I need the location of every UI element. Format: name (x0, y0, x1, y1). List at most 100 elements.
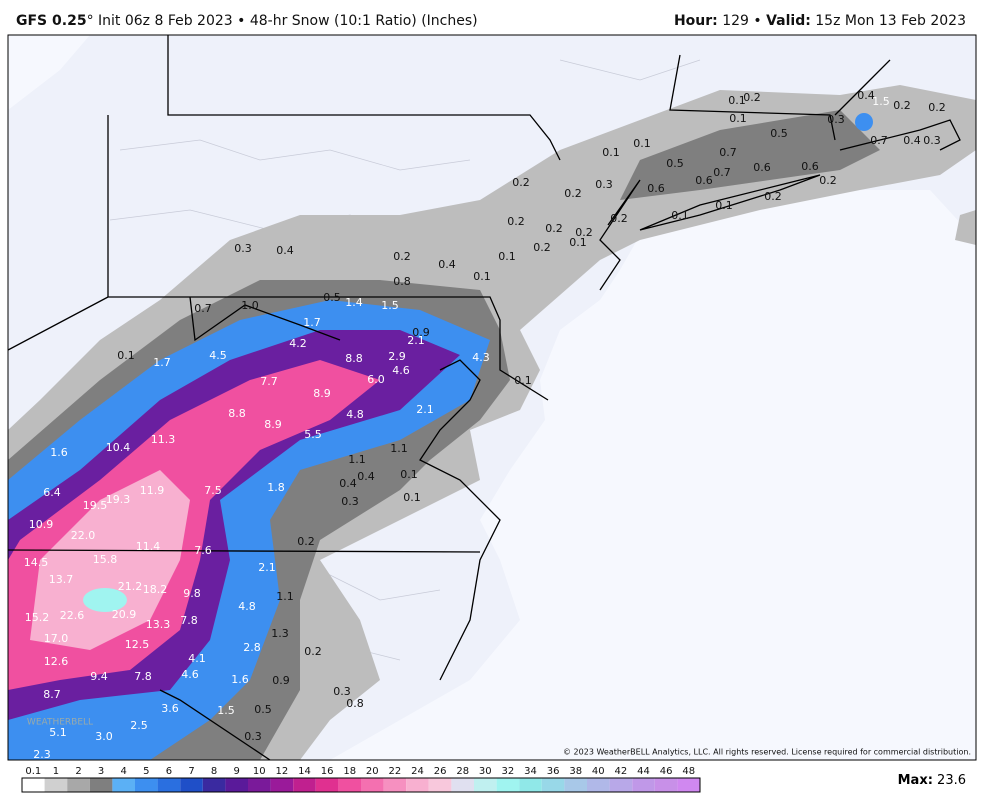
snow-label: 0.1 (498, 250, 516, 263)
snow-label: 8.7 (43, 688, 61, 701)
colorbar-swatch (541, 778, 565, 792)
snow-label: 1.8 (267, 481, 285, 494)
colorbar-label: 20 (366, 766, 379, 777)
snow-max (83, 588, 127, 612)
snow-label: 7.6 (194, 544, 212, 557)
colorbar-label: 40 (592, 766, 605, 777)
colorbar-swatch (677, 778, 700, 792)
snow-label: 3.0 (95, 730, 113, 743)
snow-label: 12.6 (44, 655, 69, 668)
snow-label: 2.1 (258, 561, 276, 574)
colorbar-swatch (293, 778, 316, 792)
snow-label: 2.3 (33, 748, 51, 761)
colorbar-swatch (315, 778, 339, 792)
lake (8, 35, 90, 110)
colorbar-label: 46 (660, 766, 673, 777)
snow-swath-light (955, 210, 976, 245)
colorbar-swatch (609, 778, 633, 792)
snow-label: 0.2 (893, 99, 911, 112)
colorbar-swatch (632, 778, 655, 792)
snow-label: 22.0 (71, 529, 96, 542)
snow-label: 4.8 (346, 408, 364, 421)
snow-label: 1.3 (271, 627, 289, 640)
colorbar-label: 42 (615, 766, 628, 777)
snow-label: 15.8 (93, 553, 118, 566)
snow-label: 17.0 (44, 632, 69, 645)
snow-label: 0.2 (533, 241, 551, 254)
colorbar: 0.1 1 2 3 4 5 6 7 8 9 10 12 14 16 18 20 22 24 26 28 30 32 34 36… (21, 766, 701, 793)
snow-label: 0.1 (715, 199, 733, 212)
snow-label: 0.5 (323, 291, 341, 304)
snow-label: 0.3 (234, 242, 252, 255)
snow-label: 0.1 (473, 270, 491, 283)
snow-label: 7.7 (260, 375, 278, 388)
snow-label: 1.7 (303, 316, 321, 329)
snow-label: 1.1 (348, 453, 366, 466)
coastline (639, 119, 961, 231)
colorbar-label: 34 (524, 766, 537, 777)
colorbar-swatch (270, 778, 294, 792)
snow-label: 0.3 (244, 730, 262, 743)
snow-label: 1.5 (872, 95, 890, 108)
snow-label: 0.5 (770, 127, 788, 140)
snow-label: 1.1 (276, 590, 294, 603)
colorbar-swatch (587, 778, 610, 792)
max: Max: 23.6 (898, 773, 966, 788)
snow-label: 19.5 (83, 499, 108, 512)
colorbar-swatch (180, 778, 203, 792)
snow-label: 0.1 (514, 374, 532, 387)
colorbar-label: 30 (479, 766, 492, 777)
valid-label: Valid: (766, 13, 811, 29)
snow-label: 4.6 (181, 668, 199, 681)
colorbar-label: 4 (121, 766, 127, 777)
snow-label: 8.8 (345, 352, 363, 365)
snow-label: 8.9 (313, 387, 331, 400)
colorbar-swatch (157, 778, 181, 792)
header-right: Hour: 129 • Valid: 15z Mon 13 Feb 2023 (674, 13, 966, 29)
snow-label: 0.7 (194, 302, 212, 315)
snow-label: 0.5 (666, 157, 684, 170)
snow-label: 2.1 (407, 334, 425, 347)
snow-label: 0.2 (610, 212, 628, 225)
colorbar-label: 14 (298, 766, 311, 777)
colorbar-label: 8 (211, 766, 217, 777)
snow-label: 0.8 (346, 697, 364, 710)
snow-label: 4.3 (472, 351, 490, 364)
snow-label: 1.1 (390, 442, 408, 455)
snow-label: 4.5 (209, 349, 227, 362)
snow-label: 11.3 (151, 433, 176, 446)
snow-label: 5.5 (304, 428, 322, 441)
snow-label: 0.4 (857, 89, 875, 102)
colorbar-swatch (225, 778, 248, 792)
snow-label: 10.9 (29, 518, 54, 531)
snow-label: 0.2 (564, 187, 582, 200)
snow-label: 4.6 (392, 364, 410, 377)
snow-label: 0.9 (412, 326, 430, 339)
snow-label: 1.7 (153, 356, 171, 369)
map-frame (7, 34, 977, 761)
snow-label: 0.9 (272, 674, 290, 687)
snow-label: 0.1 (602, 146, 620, 159)
snow-label: 18.2 (143, 583, 168, 596)
description: ° Init 06z 8 Feb 2023 • 48-hr Snow (10:1… (87, 13, 478, 29)
snow-label: 0.2 (545, 222, 563, 235)
snow-label: 1.4 (345, 296, 363, 309)
snow-label: 0.6 (695, 174, 713, 187)
snow-label: 0.1 (671, 209, 689, 222)
snow-label: 2.9 (388, 350, 406, 363)
snow-label: 1.0 (241, 299, 259, 312)
colorbar-label: 44 (637, 766, 650, 777)
colorbar-label: 9 (234, 766, 240, 777)
snow-label: 6.4 (43, 486, 61, 499)
snow-label: 9.8 (183, 587, 201, 600)
snow-label: 4.2 (289, 337, 307, 350)
snow-label: 12.5 (125, 638, 150, 651)
snow-label: 7.5 (204, 484, 222, 497)
snow-label: 0.7 (870, 134, 888, 147)
snow-label: 0.1 (403, 491, 421, 504)
snow-label: 0.5 (254, 703, 272, 716)
colorbar-swatch (654, 778, 678, 792)
snow-label: 0.4 (438, 258, 456, 271)
snow-label: 4.1 (188, 652, 206, 665)
colorbar-label: 12 (276, 766, 289, 777)
